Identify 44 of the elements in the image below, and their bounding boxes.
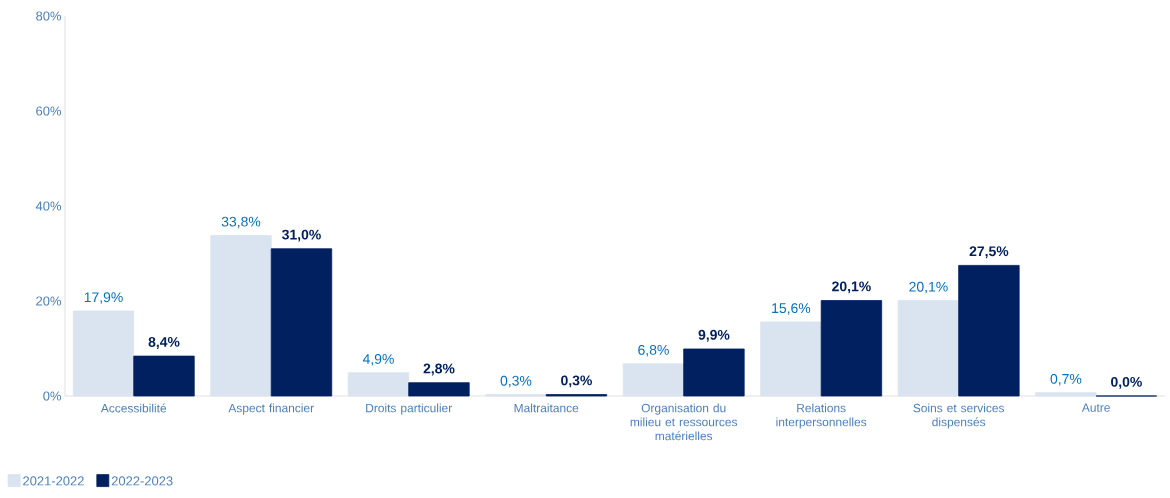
bar	[408, 382, 470, 397]
x-tick-label: Accessibilité	[100, 403, 167, 413]
data-label: 6,8%	[638, 344, 669, 357]
bar	[133, 355, 195, 397]
bar	[1035, 392, 1097, 397]
bar	[683, 348, 745, 397]
bar	[210, 235, 272, 397]
y-tick-label: 20%	[36, 296, 62, 306]
bar	[270, 248, 333, 397]
bar	[622, 363, 685, 397]
data-label: 17,9%	[84, 292, 123, 304]
bar	[958, 264, 1020, 397]
legend-label: 2021-2022	[23, 476, 84, 486]
y-tick-label: 0%	[43, 391, 62, 401]
data-label: 15,6%	[772, 303, 811, 315]
data-label: 2,8%	[423, 363, 455, 376]
data-label: 20,1%	[909, 281, 948, 294]
x-tick-label: Aspect financier	[228, 403, 314, 415]
x-tick-label: Autre	[1081, 403, 1110, 412]
bar	[897, 300, 960, 397]
data-label: 0,7%	[1050, 373, 1082, 386]
x-tick-label: Relations interpersonnelles	[776, 403, 867, 429]
data-label: 9,9%	[698, 329, 730, 342]
y-tick-label: 60%	[36, 106, 62, 116]
x-tick-label: Organisation du milieu et ressources matérielles	[630, 403, 738, 441]
bar	[72, 310, 135, 397]
bar	[347, 372, 410, 397]
x-tick-label: Soins et services dispensés	[913, 403, 1005, 429]
data-label: 27,5%	[969, 246, 1009, 259]
data-label: 0,0%	[1111, 376, 1142, 389]
x-tick-label: Maltraitance	[514, 403, 579, 413]
bar	[820, 300, 883, 397]
data-label: 20,1%	[832, 281, 871, 294]
data-label: 33,8%	[221, 216, 261, 229]
data-label: 0,3%	[500, 375, 532, 388]
data-label: 0,3%	[561, 375, 592, 388]
legend-label: 2022-2023	[111, 476, 173, 486]
x-tick-label: Droits particulier	[366, 403, 453, 415]
y-tick-label: 80%	[36, 11, 62, 21]
y-tick-label: 40%	[35, 201, 62, 211]
data-label: 8,4%	[148, 336, 180, 349]
bar	[760, 321, 822, 397]
data-label: 31,0%	[282, 229, 321, 242]
data-label: 4,9%	[362, 353, 394, 366]
